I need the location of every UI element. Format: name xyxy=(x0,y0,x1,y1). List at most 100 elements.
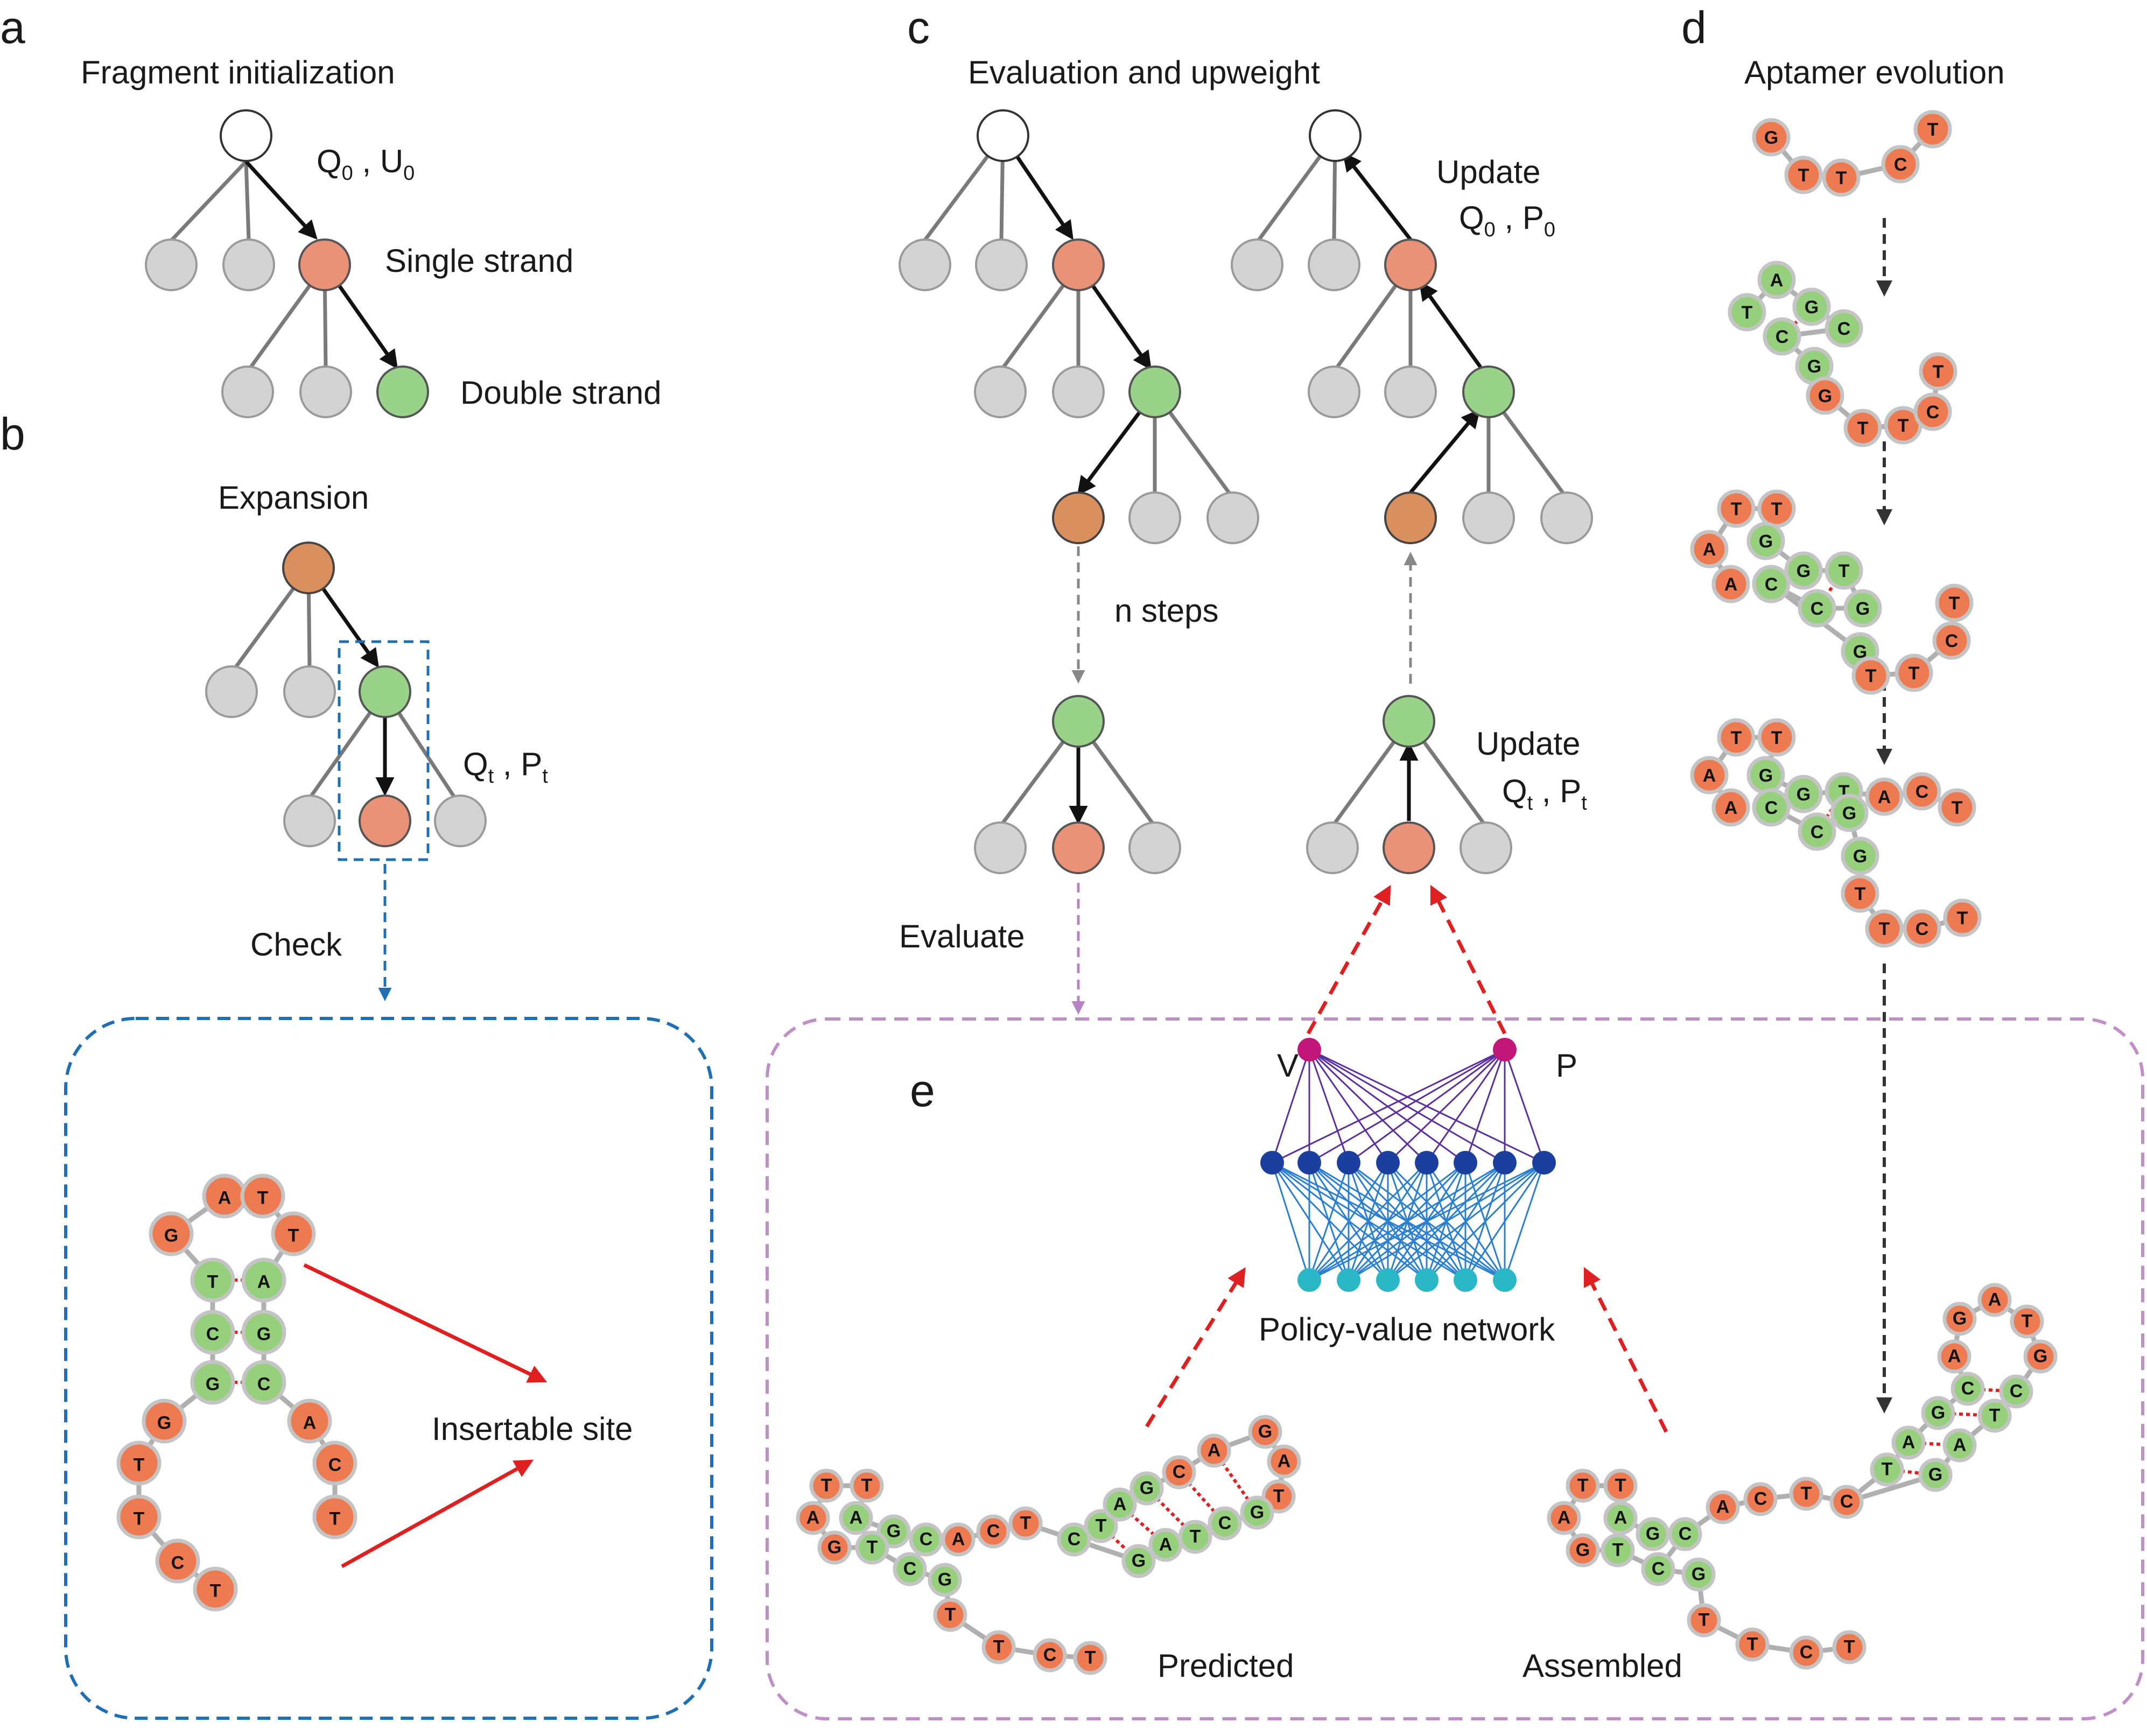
nucleotide-letter: T xyxy=(288,1225,299,1246)
check-box xyxy=(64,1017,713,1720)
nucleotide xyxy=(1566,1533,1600,1568)
check-label: Check xyxy=(250,926,342,962)
nucleotide-letter: A xyxy=(1208,1440,1221,1461)
nucleotide-letter: T xyxy=(993,1637,1005,1657)
nucleotide xyxy=(190,1257,235,1303)
nucleotide xyxy=(1943,898,1982,937)
q0-p0-label: Q0 , P0 xyxy=(1459,200,1555,241)
nucleotide xyxy=(193,1566,238,1612)
nucleotide-letter: G xyxy=(1759,531,1773,552)
tree-node xyxy=(299,366,352,418)
nucleotide xyxy=(1073,1641,1107,1675)
panel-a-title: Fragment initialization xyxy=(81,54,395,90)
nucleotide-letter: A xyxy=(1724,798,1738,818)
nucleotide-letter: T xyxy=(329,1508,341,1529)
nucleotide xyxy=(1603,1501,1638,1535)
nucleotide xyxy=(1757,261,1796,299)
nucleotide-letter: T xyxy=(1898,416,1909,436)
hidden-node xyxy=(1260,1151,1284,1175)
nucleotide-letter: T xyxy=(1879,919,1890,939)
nucleotide xyxy=(1240,1495,1274,1530)
v-output-label: V xyxy=(1277,1048,1299,1084)
tree-node xyxy=(1384,491,1437,544)
nucleotide-letter: C xyxy=(1811,822,1824,842)
panel-c-letter: c xyxy=(907,2,930,53)
nucleotide-letter: G xyxy=(2033,1346,2047,1367)
nucleotide-letter: C xyxy=(1652,1559,1665,1579)
panel-d-title: Aptamer evolution xyxy=(1744,54,2005,90)
panel-c: c Evaluation and upweight xyxy=(899,2,1593,1015)
nucleotide-letter: T xyxy=(1612,1540,1624,1561)
nucleotide xyxy=(1084,1509,1118,1543)
nucleotide-letter: G xyxy=(1797,784,1811,805)
hidden-node xyxy=(1532,1151,1556,1175)
nucleotide-letter: G xyxy=(206,1374,220,1394)
nucleotide-letter: G xyxy=(1853,846,1867,867)
nucleotide-letter: T xyxy=(1836,168,1847,188)
nucleotide xyxy=(1918,1458,1953,1492)
nucleotide xyxy=(1681,1557,1716,1592)
tree-node xyxy=(1308,238,1360,291)
nucleotide xyxy=(1668,1517,1702,1551)
nucleotide xyxy=(1129,1471,1164,1506)
nucleotide xyxy=(1197,1433,1231,1468)
nucleotide-letter: A xyxy=(1113,1494,1127,1515)
nucleotide xyxy=(1690,530,1729,568)
nucleotide xyxy=(1208,1506,1242,1541)
nucleotide xyxy=(1717,489,1756,528)
tree-node xyxy=(1128,366,1181,418)
nucleotide-letter: G xyxy=(1807,356,1821,377)
nucleotide xyxy=(1798,812,1836,851)
nucleotide xyxy=(1825,309,1863,348)
nucleotide-letter: G xyxy=(1140,1478,1154,1499)
nucleotide xyxy=(1784,775,1823,813)
nucleotide-letter: A xyxy=(218,1187,231,1208)
tree-node xyxy=(1052,491,1105,544)
nucleotide xyxy=(1841,874,1879,913)
panel-b-letter: b xyxy=(0,409,25,459)
stem-loop-structure: A TG TT AC GG CG AT CT TCT xyxy=(116,1173,357,1612)
update-top-label: Update xyxy=(1436,154,1540,190)
nucleotide-letter: T xyxy=(945,1605,956,1625)
nucleotide-letter: C xyxy=(1926,402,1940,423)
nucleotide xyxy=(1148,1528,1183,1562)
tree-node xyxy=(1462,366,1515,418)
nucleotide-letter: C xyxy=(1961,1379,1975,1399)
nucleotide xyxy=(1752,118,1791,157)
nucleotide-letter: A xyxy=(1948,1346,1961,1367)
input-node xyxy=(1337,1268,1360,1292)
nucleotide xyxy=(1937,1339,1971,1374)
nucleotide xyxy=(1033,1638,1067,1672)
nucleotide xyxy=(1784,551,1823,590)
nucleotide xyxy=(1829,1485,1864,1519)
nucleotide xyxy=(1641,1552,1675,1586)
root-node xyxy=(1309,109,1362,162)
nucleotide-letter: T xyxy=(1771,499,1783,519)
nucleotide xyxy=(1717,718,1756,757)
nucleotide-letter: T xyxy=(1731,499,1742,519)
nucleotide-letter: C xyxy=(1043,1645,1057,1665)
nucleotide-letter: A xyxy=(303,1412,317,1433)
tree-node xyxy=(1128,491,1181,544)
nucleotide xyxy=(1728,293,1766,332)
nucleotide-letter: T xyxy=(1096,1516,1107,1536)
nucleotide xyxy=(928,1563,962,1597)
nucleotide xyxy=(1603,1468,1638,1503)
nucleotide xyxy=(240,1173,285,1219)
nucleotide-letter: A xyxy=(952,1529,965,1550)
nucleotide xyxy=(839,1501,873,1535)
policy-value-network xyxy=(1260,1038,1556,1292)
nucleotide-letter: T xyxy=(867,1537,878,1558)
nucleotide-letter: T xyxy=(1933,362,1944,382)
nucleotide xyxy=(1763,317,1801,356)
nucleotide xyxy=(1162,1455,1196,1489)
hidden-node xyxy=(1337,1151,1360,1175)
nucleotide-letter: A xyxy=(806,1508,820,1528)
nucleotide-letter: T xyxy=(210,1580,221,1601)
nucleotide-letter: T xyxy=(1190,1527,1201,1547)
b-sequence-structure: A TG TT AC GG CG AT CT TCT xyxy=(116,1173,357,1612)
